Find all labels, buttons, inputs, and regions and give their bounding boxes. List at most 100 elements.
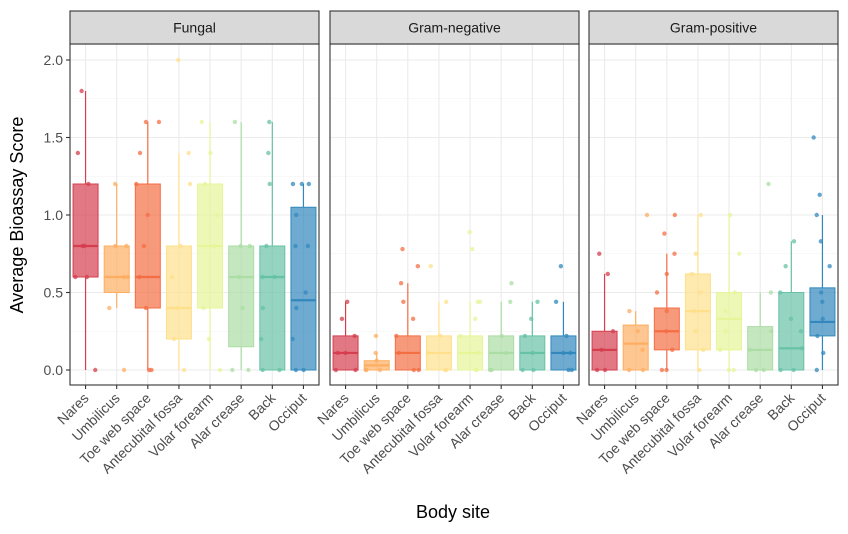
data-point — [134, 181, 139, 187]
data-point — [84, 274, 90, 280]
data-point — [458, 333, 463, 339]
data-point — [124, 243, 129, 249]
data-point — [82, 243, 87, 249]
data-point — [294, 305, 299, 311]
data-point — [820, 299, 825, 304]
box-alar-crease — [228, 119, 255, 373]
data-point — [664, 308, 669, 314]
data-point — [508, 299, 513, 304]
data-point — [212, 243, 217, 249]
data-point — [798, 329, 804, 334]
data-point — [529, 316, 534, 322]
data-point — [499, 333, 504, 339]
data-point — [306, 181, 312, 187]
box-volar-forearm — [457, 229, 484, 373]
data-point — [73, 274, 78, 280]
data-point — [266, 150, 271, 156]
data-point — [143, 119, 149, 125]
data-point — [137, 150, 143, 156]
data-point — [654, 290, 660, 295]
box-umbilicus — [363, 333, 390, 373]
data-point — [605, 271, 610, 277]
data-point — [791, 367, 796, 373]
box-iqr — [622, 324, 649, 371]
data-point — [467, 229, 472, 235]
data-point — [627, 308, 632, 314]
box-nares — [591, 251, 618, 373]
data-point — [561, 350, 566, 356]
data-point — [558, 263, 564, 269]
data-point — [530, 350, 535, 356]
data-point — [398, 281, 404, 286]
y-tick-label: 0.5 — [44, 285, 64, 301]
data-point — [644, 212, 650, 218]
data-point — [788, 316, 794, 322]
data-point — [267, 181, 272, 187]
data-point — [86, 181, 91, 187]
data-point — [174, 305, 180, 311]
data-point — [214, 212, 220, 218]
y-axis-title: Average Bioassay Score — [7, 117, 27, 314]
box-iqr — [103, 245, 130, 293]
data-point — [697, 367, 702, 373]
data-point — [363, 367, 369, 373]
data-point — [121, 274, 127, 280]
data-point — [264, 243, 269, 249]
box-volar-forearm — [197, 119, 224, 373]
data-point — [93, 367, 98, 373]
data-point — [717, 347, 723, 353]
data-point — [477, 299, 483, 304]
data-point — [293, 212, 299, 218]
data-point — [520, 367, 525, 373]
data-point — [531, 367, 536, 373]
data-point — [818, 239, 824, 244]
data-point — [178, 243, 183, 249]
data-point — [236, 274, 242, 280]
data-point — [766, 181, 771, 187]
y-tick-label: 1.0 — [44, 207, 64, 223]
data-point — [569, 367, 574, 373]
facet-strip-label: Fungal — [173, 20, 216, 36]
box-iqr — [165, 245, 192, 340]
data-point — [333, 367, 339, 373]
data-point — [522, 333, 528, 339]
data-point — [137, 274, 142, 280]
data-point — [693, 251, 699, 256]
data-point — [410, 316, 416, 322]
data-point — [726, 367, 732, 373]
data-point — [374, 358, 379, 363]
data-point — [640, 347, 645, 353]
data-point — [753, 367, 759, 373]
data-point — [814, 212, 819, 218]
data-point — [800, 346, 805, 351]
data-point — [217, 367, 223, 373]
data-point — [564, 333, 569, 339]
data-point — [635, 329, 640, 334]
data-point — [438, 333, 443, 339]
data-point — [761, 367, 766, 373]
facet-strip — [329, 10, 580, 45]
data-point — [503, 350, 509, 356]
data-point — [199, 119, 205, 125]
data-point — [509, 281, 514, 286]
data-point — [396, 350, 401, 356]
data-point — [394, 333, 399, 339]
data-point — [258, 336, 264, 342]
data-point — [723, 308, 728, 314]
y-tick-label: 0.0 — [44, 362, 64, 378]
data-point — [693, 329, 698, 334]
data-point — [778, 367, 783, 373]
data-point — [701, 347, 706, 353]
data-point — [670, 347, 675, 353]
data-point — [664, 367, 669, 373]
box-iqr — [72, 183, 99, 278]
box-iqr — [747, 326, 774, 371]
data-point — [698, 290, 703, 295]
data-point — [112, 181, 118, 187]
box-antecubital-fossa — [165, 57, 193, 373]
data-point — [737, 251, 742, 256]
data-point — [489, 367, 494, 373]
